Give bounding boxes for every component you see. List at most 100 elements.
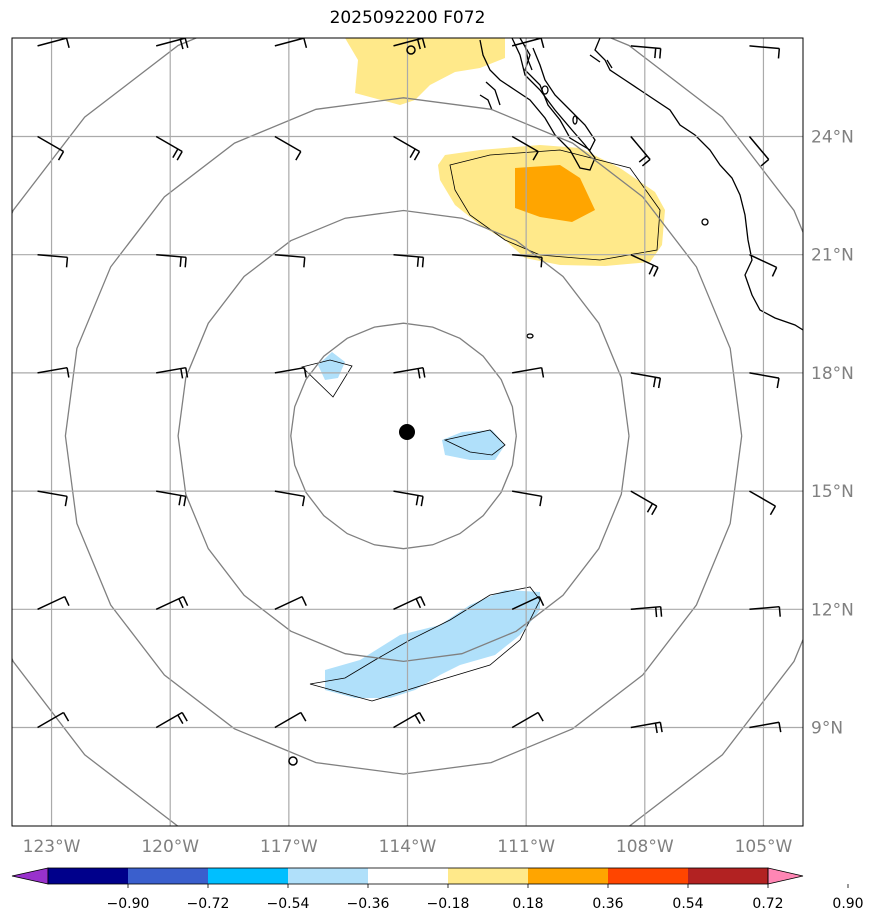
- wind-barb: [37, 595, 70, 610]
- wind-barb: [511, 135, 539, 161]
- positive-anomaly-fill-north: [345, 38, 505, 105]
- colorbar-segment: [128, 868, 208, 884]
- colorbar: [11, 867, 804, 885]
- wind-barb: [630, 254, 659, 277]
- wind-barb: [630, 45, 662, 59]
- colorbar-label: −0.72: [187, 896, 230, 912]
- wind-barb: [393, 38, 426, 50]
- colorbar-extend-low: [11, 867, 49, 885]
- colorbar-segment: [288, 868, 368, 884]
- contour-outlines: [301, 359, 541, 702]
- wind-barb: [156, 366, 189, 379]
- colorbar-label: 0.36: [592, 896, 623, 912]
- wind-barb: [274, 366, 307, 378]
- negative-anomaly-fill-center: [442, 430, 505, 460]
- wind-barb: [393, 595, 426, 610]
- colorbar-label: −0.90: [107, 896, 150, 912]
- lon-tick-label: 105°W: [735, 837, 793, 857]
- range-ring: [12, 38, 803, 826]
- station-marker: [406, 45, 416, 55]
- wind-barb: [274, 38, 308, 48]
- wind-barb: [749, 372, 780, 389]
- colorbar-label: −0.36: [347, 896, 390, 912]
- colorbar-segment: [688, 868, 768, 884]
- wind-barb: [393, 366, 426, 379]
- wind-barb: [274, 711, 307, 729]
- wind-barb: [749, 490, 777, 516]
- colorbar-label: 0.18: [512, 896, 543, 912]
- wind-barb: [37, 253, 69, 268]
- wind-barb: [630, 721, 663, 734]
- colorbar-segment: [608, 868, 688, 884]
- lon-tick-label: 108°W: [616, 837, 674, 857]
- wind-barb: [155, 711, 188, 729]
- positive-anomaly-fill-orange: [515, 165, 595, 222]
- wind-barb: [155, 135, 183, 161]
- lon-tick-label: 123°W: [23, 837, 81, 857]
- wind-barb: [393, 711, 426, 729]
- wind-barb: [37, 490, 68, 507]
- wind-barb: [511, 595, 545, 610]
- range-ring: [177, 209, 630, 663]
- wind-barb: [512, 253, 543, 268]
- colorbar-segment: [368, 868, 448, 884]
- wind-barb: [630, 136, 651, 167]
- wind-barb: [749, 721, 782, 733]
- wind-barbs: [37, 38, 782, 734]
- range-rings: [12, 38, 803, 826]
- range-ring: [290, 322, 517, 550]
- negative-anomaly-fill-west: [318, 352, 345, 380]
- lon-tick-label: 111°W: [497, 837, 555, 857]
- wind-barb: [393, 253, 425, 268]
- wind-barb: [630, 372, 662, 389]
- wind-barb: [37, 38, 70, 48]
- map-area: [12, 38, 803, 826]
- lat-tick-label: 18°N: [811, 364, 854, 384]
- lat-tick-label: 9°N: [811, 719, 843, 739]
- colorbar-tick-labels: −0.90 −0.72 −0.54 −0.36 −0.18 0.18 0.36 0.54 0.7…: [107, 884, 864, 912]
- wind-barb: [274, 253, 306, 268]
- colorbar-label: 0.90: [832, 896, 863, 912]
- wind-barb: [630, 490, 658, 516]
- colorbar-segment: [448, 868, 528, 884]
- colorbar-segment: [208, 868, 288, 884]
- wind-barb: [393, 490, 424, 507]
- latitude-tick-labels: 24°N 21°N 18°N 15°N 12°N 9°N: [811, 128, 854, 739]
- wind-barb: [274, 595, 307, 610]
- wind-barb: [37, 711, 70, 729]
- wind-barb: [156, 38, 189, 50]
- colorbar-label: −0.18: [427, 896, 470, 912]
- colorbar-frame: [47, 867, 769, 885]
- wind-barb: [37, 366, 70, 378]
- lon-tick-label: 117°W: [260, 837, 318, 857]
- longitude-tick-labels: 123°W 120°W 117°W 114°W 111°W 108°W 105°W: [23, 837, 793, 857]
- lat-tick-label: 24°N: [811, 128, 854, 148]
- wind-barb: [274, 135, 302, 161]
- wind-barb: [512, 490, 543, 507]
- wind-barb: [156, 490, 187, 507]
- lat-tick-label: 12°N: [811, 600, 854, 620]
- wind-barb: [748, 136, 770, 167]
- station-marker: [288, 756, 298, 766]
- range-ring: [64, 97, 743, 775]
- lat-lon-grid: [12, 38, 803, 826]
- wind-barb: [749, 45, 781, 59]
- colorbar-extend-high: [767, 867, 804, 885]
- wind-barb: [512, 366, 545, 378]
- coastline: [479, 38, 803, 339]
- colorbar-segment: [528, 868, 608, 884]
- wind-barb: [749, 605, 781, 617]
- lat-tick-label: 21°N: [811, 246, 854, 266]
- wind-barb: [274, 490, 306, 507]
- wind-barb: [155, 595, 189, 610]
- lon-tick-label: 114°W: [379, 837, 437, 857]
- wind-barb: [156, 253, 187, 268]
- lon-tick-label: 120°W: [141, 837, 199, 857]
- map-title: 2025092200 F072: [329, 8, 486, 28]
- map-frame: [11, 37, 804, 827]
- wind-barb: [511, 711, 544, 729]
- colorbar-segment: [48, 868, 128, 884]
- wind-barb: [393, 135, 421, 161]
- wind-barb: [630, 605, 663, 618]
